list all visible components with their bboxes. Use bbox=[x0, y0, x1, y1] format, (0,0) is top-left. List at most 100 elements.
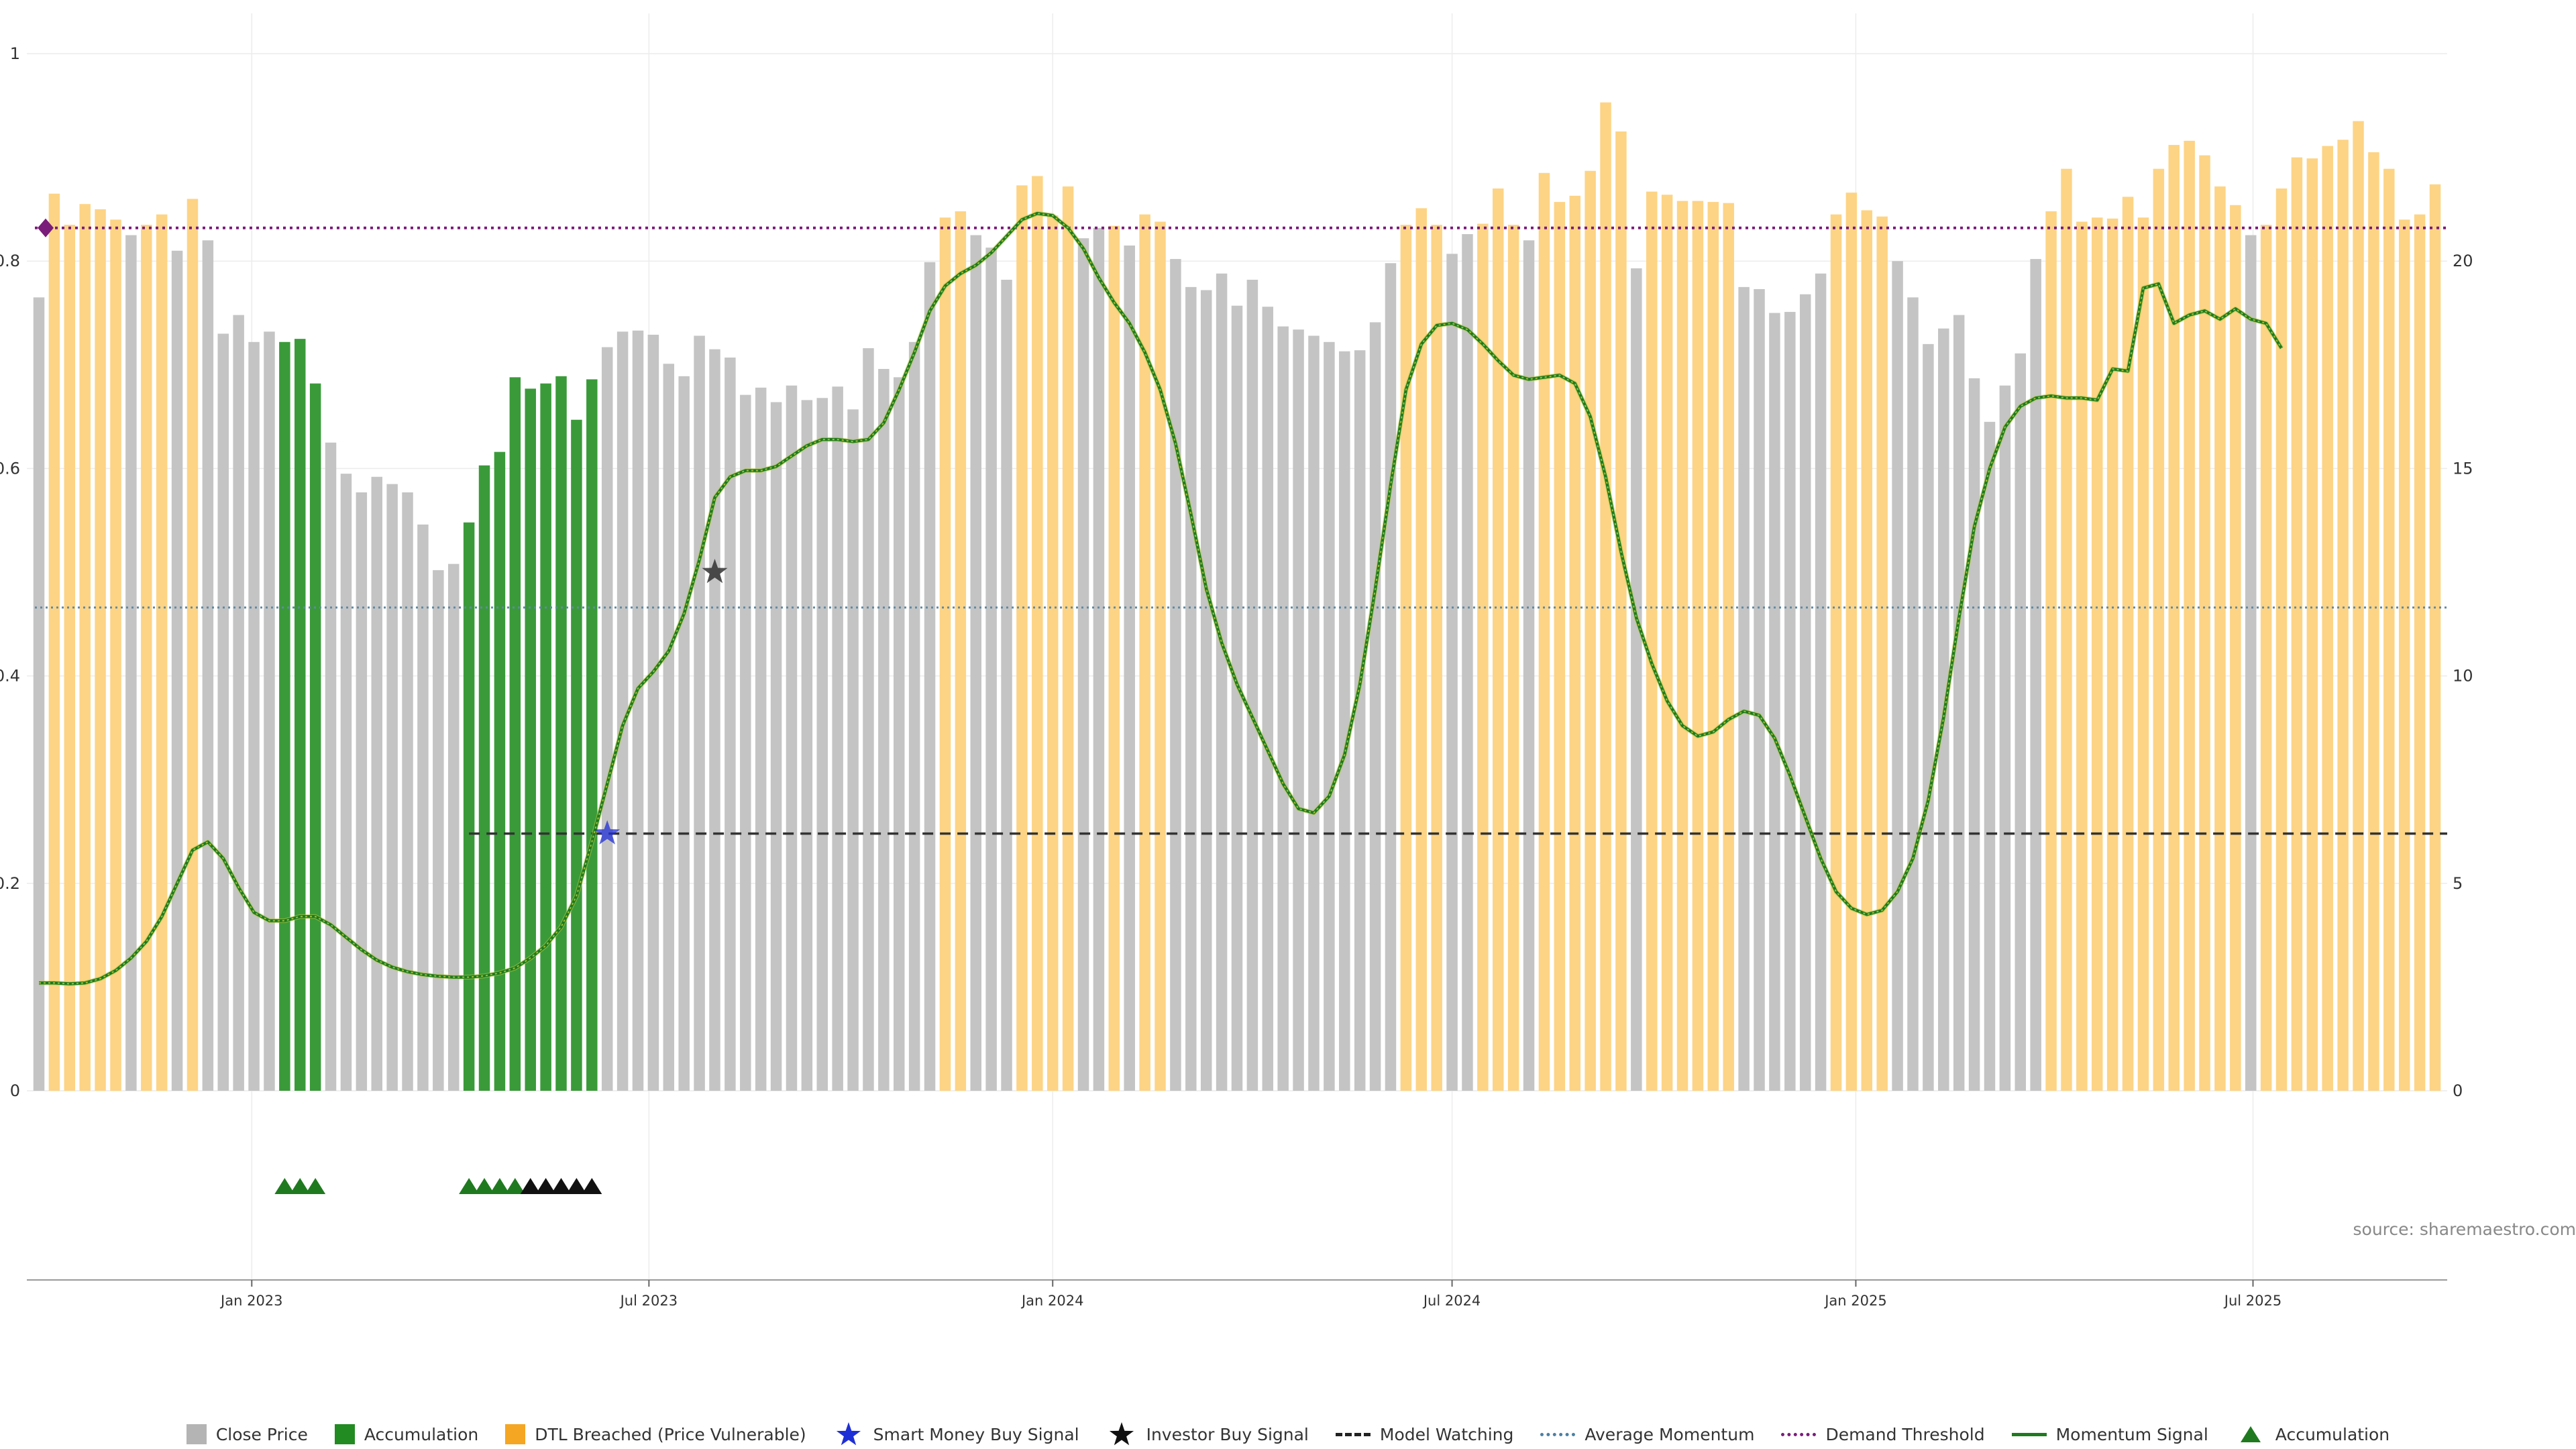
x-tick-label: Jul 2024 bbox=[1422, 1293, 1481, 1309]
bar bbox=[694, 335, 705, 1091]
bar bbox=[433, 570, 444, 1091]
bar bbox=[555, 376, 567, 1091]
bar bbox=[2168, 145, 2180, 1091]
bar bbox=[878, 368, 890, 1091]
bar bbox=[1569, 195, 1580, 1091]
bar bbox=[1892, 261, 1903, 1091]
signal-markers bbox=[38, 218, 728, 845]
black-star-icon bbox=[1109, 1422, 1134, 1446]
left-tick-label: 0.6 bbox=[0, 459, 20, 478]
bar bbox=[125, 235, 137, 1091]
bar bbox=[325, 442, 337, 1091]
bar bbox=[616, 331, 629, 1091]
bar bbox=[417, 524, 429, 1091]
bar bbox=[955, 211, 967, 1091]
bar bbox=[141, 225, 152, 1091]
green-line-icon bbox=[2011, 1432, 2047, 1436]
bar bbox=[110, 219, 121, 1091]
accumulation-triangle bbox=[520, 1178, 541, 1194]
bar bbox=[1016, 185, 1028, 1091]
bar bbox=[264, 331, 275, 1091]
price-bars bbox=[33, 102, 2441, 1091]
bar bbox=[2306, 158, 2318, 1091]
legend-item: Smart Money Buy Signal bbox=[833, 1421, 1079, 1448]
bar bbox=[1262, 307, 1274, 1091]
bar bbox=[1600, 102, 1611, 1091]
bar bbox=[1769, 313, 1780, 1091]
bar bbox=[1845, 193, 1858, 1091]
x-tick-label: Jan 2024 bbox=[1020, 1293, 1084, 1309]
chart-legend: Close Price Accumulation DTL Breached (Pri… bbox=[0, 1421, 2576, 1448]
legend-label: Smart Money Buy Signal bbox=[873, 1424, 1079, 1444]
bar bbox=[509, 377, 521, 1091]
left-tick-label: 0 bbox=[10, 1081, 20, 1100]
right-tick-label: 20 bbox=[2453, 252, 2473, 270]
bar bbox=[402, 492, 413, 1091]
legend-item: Investor Buy Signal bbox=[1106, 1421, 1309, 1448]
bar bbox=[64, 225, 76, 1091]
bar bbox=[2076, 221, 2088, 1091]
green-triangle-icon bbox=[2240, 1426, 2261, 1442]
bar bbox=[463, 522, 475, 1091]
bar bbox=[1032, 176, 1043, 1091]
bar bbox=[1615, 131, 1627, 1091]
bar bbox=[709, 349, 720, 1091]
bar bbox=[1200, 290, 1212, 1091]
bar bbox=[2260, 225, 2272, 1091]
bar bbox=[2275, 188, 2288, 1091]
bar bbox=[217, 333, 229, 1091]
bar bbox=[294, 339, 306, 1091]
bar bbox=[371, 476, 382, 1091]
bar bbox=[2106, 218, 2118, 1091]
legend-label: Demand Threshold bbox=[1825, 1424, 1985, 1444]
bar bbox=[924, 262, 936, 1091]
bar bbox=[2045, 211, 2057, 1091]
bar bbox=[724, 357, 736, 1091]
legend-item: Accumulation bbox=[334, 1424, 478, 1444]
accumulation-triangle bbox=[274, 1178, 295, 1194]
bar bbox=[279, 341, 290, 1091]
bar bbox=[1293, 329, 1304, 1091]
left-tick-label: 1 bbox=[10, 44, 20, 63]
green-square-icon bbox=[334, 1424, 355, 1444]
bar bbox=[1277, 326, 1289, 1091]
bar bbox=[2398, 219, 2410, 1091]
legend-item: DTL Breached (Price Vulnerable) bbox=[505, 1424, 806, 1444]
bar bbox=[48, 193, 60, 1091]
bar bbox=[447, 564, 460, 1091]
legend-label: Accumulation bbox=[2275, 1424, 2390, 1444]
bar bbox=[79, 204, 91, 1091]
bar bbox=[1676, 201, 1688, 1091]
bar bbox=[33, 297, 45, 1091]
legend-item: Demand Threshold bbox=[1781, 1424, 1985, 1444]
bar bbox=[2337, 140, 2349, 1091]
bar bbox=[1339, 351, 1350, 1091]
bar bbox=[2184, 140, 2195, 1091]
right-tick-label: 15 bbox=[2453, 459, 2473, 478]
bar bbox=[1231, 305, 1243, 1091]
bar bbox=[1493, 188, 1504, 1091]
bar bbox=[2061, 168, 2072, 1091]
bar bbox=[1462, 234, 1473, 1091]
grey-square-icon bbox=[186, 1424, 207, 1444]
orange-square-icon bbox=[505, 1424, 526, 1444]
bar bbox=[1661, 195, 1673, 1091]
bar bbox=[1723, 203, 1734, 1091]
bar bbox=[1707, 202, 1719, 1091]
bar bbox=[2291, 157, 2303, 1091]
bar bbox=[863, 348, 874, 1091]
bar bbox=[740, 394, 751, 1091]
legend-item: Model Watching bbox=[1335, 1425, 1513, 1444]
bar bbox=[1170, 259, 1181, 1091]
x-tick-label: Jan 2023 bbox=[219, 1293, 283, 1309]
bar bbox=[2230, 205, 2241, 1091]
dashed-line-icon bbox=[1335, 1432, 1371, 1436]
bar bbox=[1585, 170, 1596, 1091]
bar bbox=[356, 492, 368, 1091]
smart-money-star bbox=[594, 820, 621, 845]
accumulation-triangle bbox=[566, 1178, 587, 1194]
bar bbox=[801, 400, 813, 1091]
bar bbox=[1907, 297, 1919, 1091]
